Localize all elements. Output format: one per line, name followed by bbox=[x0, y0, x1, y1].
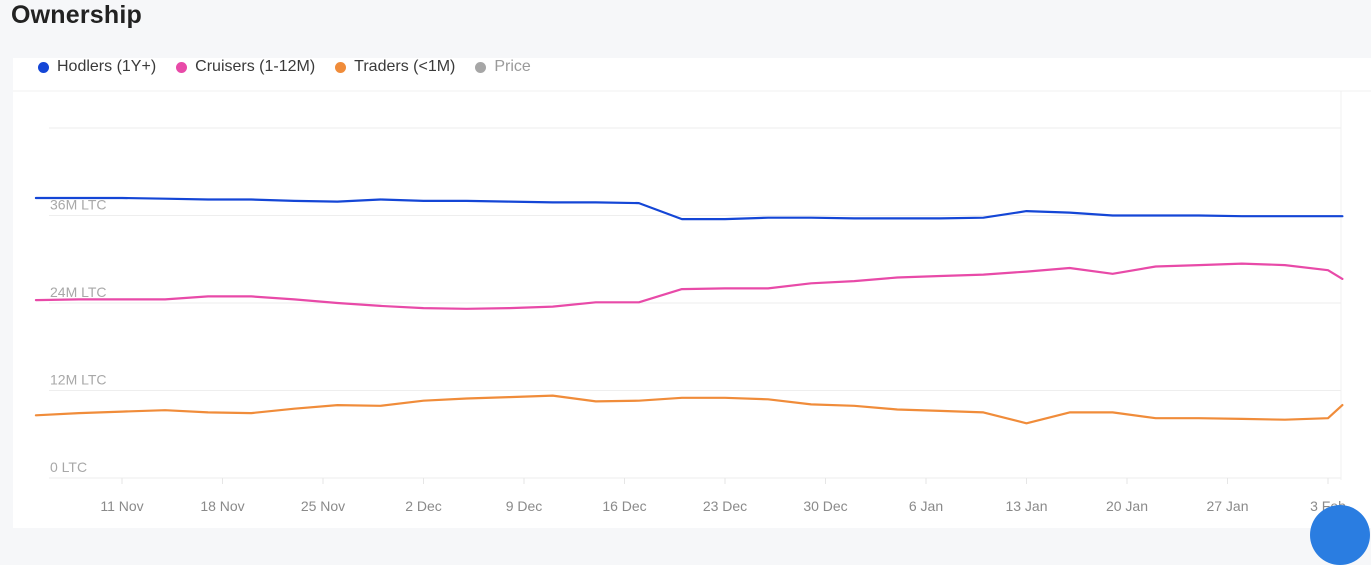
y-tick-label: 36M LTC bbox=[50, 197, 107, 213]
x-tick-label: 11 Nov bbox=[100, 498, 143, 514]
chart-card bbox=[13, 58, 1371, 528]
x-tick-label: 30 Dec bbox=[803, 498, 847, 514]
x-tick-label: 13 Jan bbox=[1005, 498, 1047, 514]
legend-item-price[interactable]: Price bbox=[475, 58, 531, 76]
x-tick-label: 27 Jan bbox=[1206, 498, 1248, 514]
legend-dot-icon bbox=[176, 61, 188, 73]
x-tick-label: 2 Dec bbox=[405, 498, 442, 514]
legend-item-traders[interactable]: Traders (<1M) bbox=[335, 58, 455, 76]
legend-label: Cruisers (1-12M) bbox=[195, 58, 316, 75]
legend-item-cruisers[interactable]: Cruisers (1-12M) bbox=[176, 58, 315, 76]
series-line-1 bbox=[34, 196, 1344, 221]
y-tick-label: 24M LTC bbox=[50, 284, 107, 300]
x-tick-label: 16 Dec bbox=[602, 498, 646, 514]
series-line-2 bbox=[34, 262, 1344, 310]
x-tick-label: 20 Jan bbox=[1106, 498, 1148, 514]
y-tick-label: 12M LTC bbox=[50, 372, 107, 388]
series-layer bbox=[34, 196, 1344, 425]
y-tick-label: 0 LTC bbox=[50, 459, 87, 475]
chart-legend: Hodlers (1Y+) Cruisers (1-12M) Traders (… bbox=[38, 58, 551, 76]
x-axis-ticks: 11 Nov 18 Nov 25 Nov 2 Dec 9 Dec 16 Dec 23 Dec… bbox=[100, 478, 1346, 514]
series-line-3 bbox=[34, 394, 1344, 425]
legend-dot-icon bbox=[335, 61, 347, 73]
x-tick-label: 18 Nov bbox=[200, 498, 244, 514]
legend-dot-icon bbox=[38, 61, 49, 73]
legend-item-hodlers[interactable]: Hodlers (1Y+) bbox=[38, 58, 156, 76]
x-tick-label: 25 Nov bbox=[301, 498, 345, 514]
legend-label: Traders (<1M) bbox=[354, 58, 456, 75]
grid-layer bbox=[13, 90, 1371, 480]
legend-dot-icon bbox=[475, 61, 487, 73]
ownership-line-chart: 36M LTC 24M LTC 12M LTC 0 LTC 11 Nov 18 Nov 2… bbox=[13, 90, 1371, 514]
legend-label: Price bbox=[494, 58, 531, 75]
x-tick-label: 6 Jan bbox=[909, 498, 943, 514]
help-chat-button[interactable] bbox=[1310, 505, 1370, 565]
x-tick-label: 23 Dec bbox=[703, 498, 747, 514]
page-title: Ownership bbox=[11, 1, 142, 29]
x-tick-label: 9 Dec bbox=[506, 498, 543, 514]
y-axis-ticks: 36M LTC 24M LTC 12M LTC 0 LTC bbox=[50, 197, 107, 476]
legend-label: Hodlers (1Y+) bbox=[57, 58, 157, 75]
